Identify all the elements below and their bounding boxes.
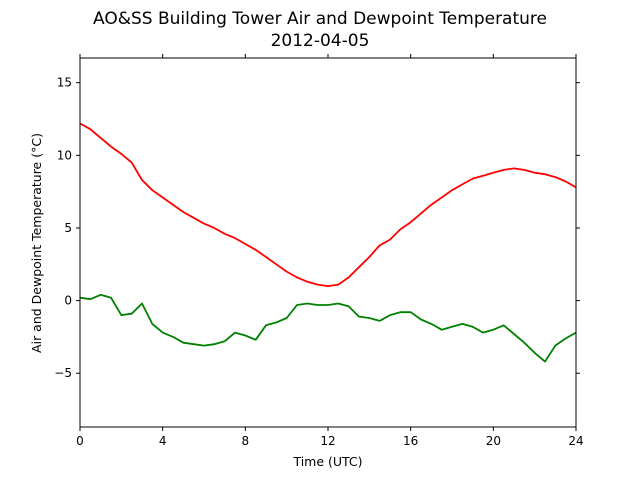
x-tick-label: 16: [403, 434, 418, 448]
axis-layer: 0 4 8 12 16 20 24 −5 0 5 10 15: [54, 54, 584, 448]
y-axis-label: Air and Dewpoint Temperature (°C): [29, 133, 44, 353]
x-axis-label: Time (UTC): [292, 454, 362, 469]
y-tick-label: −5: [54, 366, 72, 380]
y-tick-label: 0: [64, 294, 72, 308]
series-layer: [79, 122, 577, 363]
chart-subtitle: 2012-04-05: [271, 31, 370, 51]
plot-frame: [79, 57, 577, 428]
x-tick-label: 20: [486, 434, 501, 448]
x-tick-label: 4: [159, 434, 167, 448]
y-tick-label: 10: [57, 148, 72, 162]
x-tick-label: 24: [568, 434, 583, 448]
x-tick-label: 0: [76, 434, 84, 448]
y-tick-label: 5: [64, 221, 72, 235]
y-tick-label: 15: [57, 76, 72, 90]
x-tick-label: 8: [242, 434, 250, 448]
series-line-2: [79, 293, 577, 363]
series-line-1: [79, 122, 577, 288]
x-tick-label: 12: [320, 434, 335, 448]
chart-title: AO&SS Building Tower Air and Dewpoint Te…: [93, 9, 547, 29]
